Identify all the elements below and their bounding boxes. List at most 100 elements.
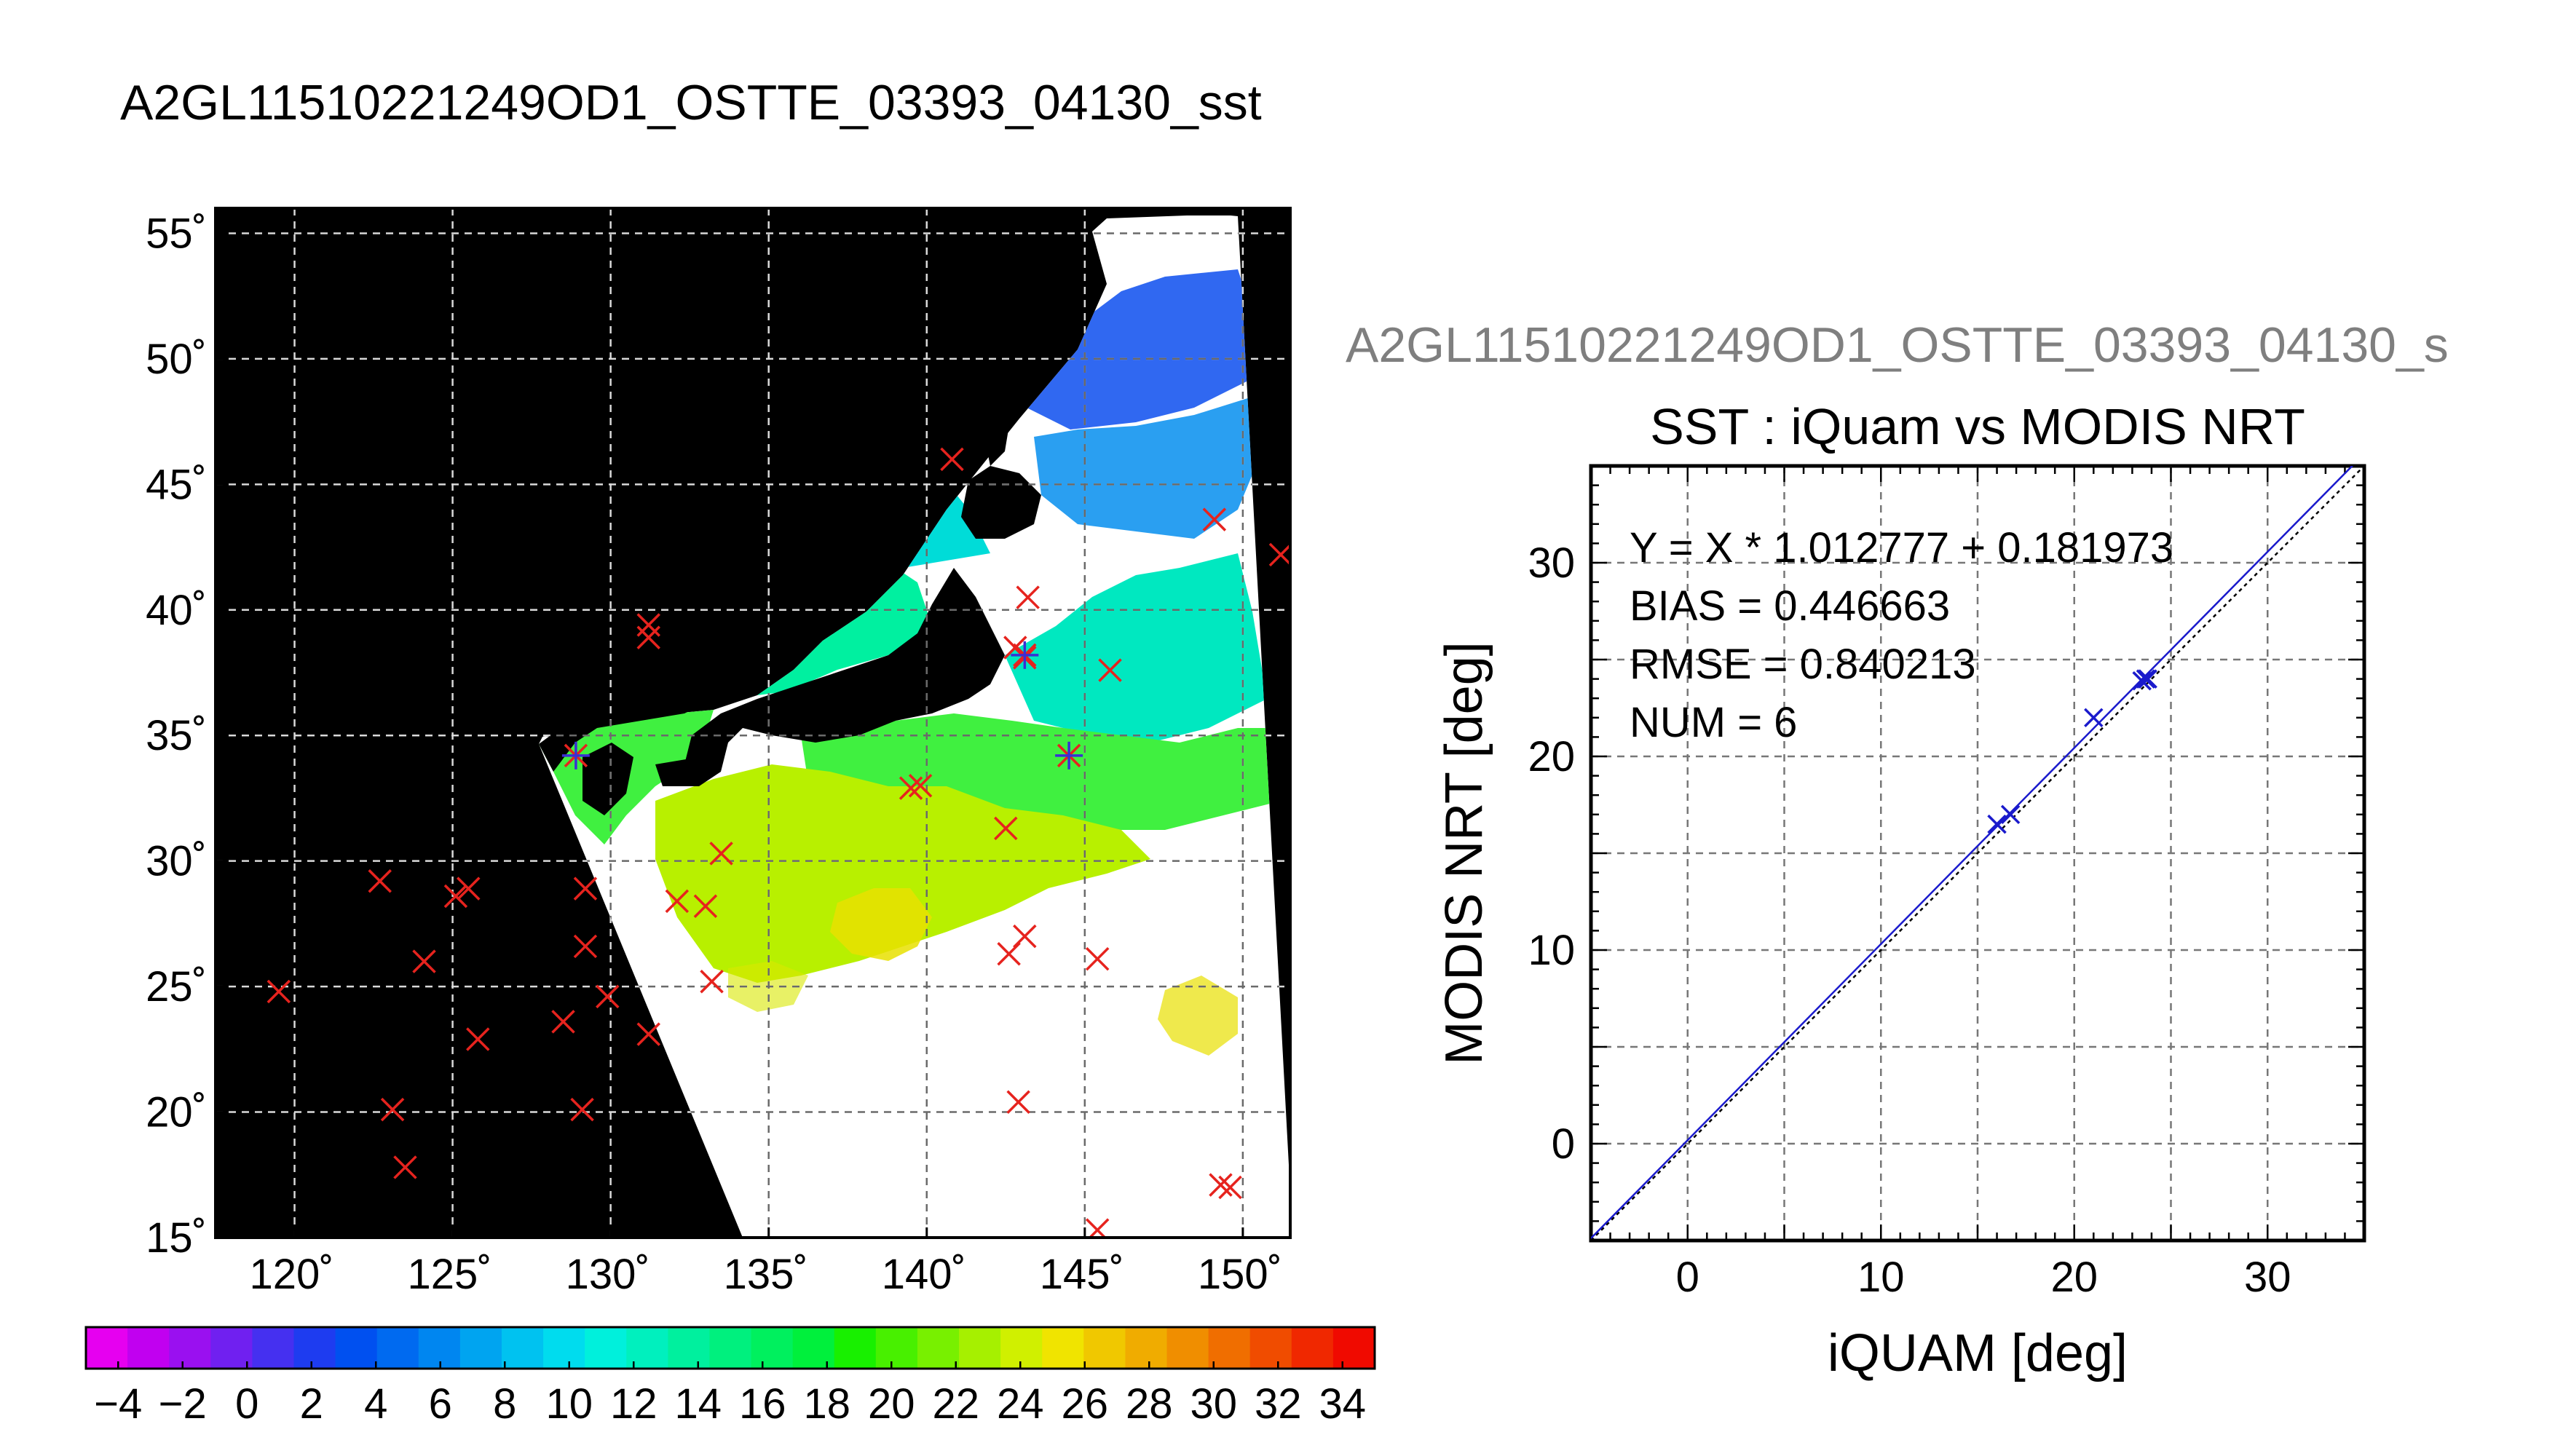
buoy-marker xyxy=(636,625,660,649)
map-frame xyxy=(214,207,1292,1239)
buoy-marker xyxy=(368,869,392,893)
colorbar-segment xyxy=(1208,1327,1251,1369)
colorbar-segment xyxy=(335,1327,378,1369)
colorbar-segment xyxy=(751,1327,794,1369)
map-x-tick-label: 140˚ xyxy=(882,1251,966,1298)
map-y-tick-label: 50˚ xyxy=(146,336,207,383)
buoy-marker xyxy=(1218,1175,1242,1200)
map-x-tick-label: 150˚ xyxy=(1198,1251,1282,1298)
colorbar-segment xyxy=(626,1327,668,1369)
colorbar-segment xyxy=(252,1327,294,1369)
colorbar-segment xyxy=(127,1327,170,1369)
map-y-tick-label: 45˚ xyxy=(146,461,207,508)
page-title: A2GL11510221249OD1_OSTTE_03393_04130_sst xyxy=(120,75,1262,130)
matched-buoy-marker xyxy=(1055,741,1083,769)
colorbar-segment xyxy=(1249,1327,1292,1369)
colorbar-segment xyxy=(1042,1327,1084,1369)
map-x-tick-label: 130˚ xyxy=(566,1251,650,1298)
colorbar-tick-label: 18 xyxy=(803,1380,850,1428)
scatter-point xyxy=(2136,669,2156,689)
colorbar-segment xyxy=(376,1327,419,1369)
x-axis-label: iQUAM [deg] xyxy=(1828,1324,2128,1382)
buoy-marker xyxy=(1016,585,1040,609)
land-sakhalin xyxy=(983,284,1034,466)
map-y-tick-label: 30˚ xyxy=(146,838,207,885)
colorbar-segment xyxy=(169,1327,211,1369)
buoy-marker xyxy=(1085,946,1110,971)
scatter-gridlines xyxy=(1591,466,2364,1241)
buoy-marker xyxy=(908,773,933,798)
colorbar-segment xyxy=(1125,1327,1168,1369)
map-axis-ticks: 120˚ 125˚ 130˚ 135˚ 140˚ 145˚ 150˚ 15˚ 20˚ 25˚ 30˚… xyxy=(146,210,1282,1298)
colorbar-segment xyxy=(459,1327,502,1369)
identity-line xyxy=(1591,466,2364,1241)
land-asia-mainland xyxy=(481,208,947,655)
sst-map: 120˚ 125˚ 130˚ 135˚ 140˚ 145˚ 150˚ 15˚ 20˚ 25˚ 30˚… xyxy=(146,207,1292,1298)
buoy-marker xyxy=(709,842,733,866)
scatter-y-tick-label: 20 xyxy=(1528,733,1575,780)
buoy-marker xyxy=(636,613,660,637)
colorbar-tick-label: 4 xyxy=(364,1380,387,1428)
colorbar-tick-label: 30 xyxy=(1190,1380,1237,1428)
buoy-marker xyxy=(573,934,598,959)
colorbar-segment xyxy=(959,1327,1001,1369)
colorbar-tick-label: 6 xyxy=(429,1380,452,1428)
colorbar-segment xyxy=(1291,1327,1334,1369)
y-axis-label: MODIS NRT [deg] xyxy=(1435,641,1493,1065)
colorbar-tick-label: 12 xyxy=(610,1380,657,1428)
sst-region-pacific-east-north xyxy=(1005,553,1267,743)
colorbar-tick-label: 16 xyxy=(739,1380,786,1428)
colorbar-tick-label: 0 xyxy=(235,1380,258,1428)
colorbar-tick-label: 26 xyxy=(1061,1380,1108,1428)
scatter-title: SST : iQuam vs MODIS NRT xyxy=(1650,398,2305,455)
colorbar: −4 −2 0 2 4 6 8 10 12 14 16 18 20 22 24 26 28 30 32 34 xyxy=(84,1326,1376,1428)
sst-region-pacific-south xyxy=(655,764,1150,983)
colorbar-segment xyxy=(792,1327,835,1369)
regression-line xyxy=(1591,466,2354,1239)
map-y-tick-label: 55˚ xyxy=(146,210,207,257)
colorbar-tick-label: 22 xyxy=(932,1380,979,1428)
sst-region-pacific-southern-patch xyxy=(1158,976,1238,1056)
buoy-marker xyxy=(573,877,598,901)
buoy-marker xyxy=(457,877,481,901)
scatter-plot: SST : iQuam vs MODIS NRT 0 10 20 300102030 … xyxy=(1435,398,2366,1382)
colorbar-tick-label: 32 xyxy=(1255,1380,1302,1428)
scatter-x-tick-label: 10 xyxy=(1857,1254,1905,1301)
colorbar-tick-label: 10 xyxy=(545,1380,593,1428)
colorbar-segment xyxy=(709,1327,752,1369)
colorbar-tick-label: −4 xyxy=(94,1380,142,1428)
sst-region-pacific-southern-patch xyxy=(830,888,932,961)
map-y-tick-label: 15˚ xyxy=(146,1214,207,1262)
map-x-tick-label: 120˚ xyxy=(249,1251,333,1298)
colorbar-segment xyxy=(501,1327,544,1369)
buoy-marker xyxy=(1013,924,1037,949)
scatter-y-tick-label: 10 xyxy=(1528,927,1575,974)
colorbar-segment xyxy=(210,1327,253,1369)
buoy-marker xyxy=(393,1155,417,1179)
land-mask xyxy=(481,208,1041,815)
map-y-tick-label: 35˚ xyxy=(146,712,207,759)
buoy-marker xyxy=(665,889,690,914)
land-japan-honshu xyxy=(684,568,1005,779)
stat-annotation: Y = X * 1.012777 + 0.181973 xyxy=(1630,524,2173,571)
stat-annotation: BIAS = 0.446663 xyxy=(1630,582,1950,630)
buoy-marker xyxy=(1268,542,1290,567)
colorbar-segment xyxy=(1000,1327,1043,1369)
map-x-tick-label: 135˚ xyxy=(724,1251,808,1298)
map-x-tick-label: 145˚ xyxy=(1040,1251,1124,1298)
map-y-tick-label: 40˚ xyxy=(146,587,207,634)
colorbar-segment xyxy=(543,1327,585,1369)
colorbar-segment xyxy=(1166,1327,1209,1369)
buoy-marker xyxy=(596,984,620,1009)
buoy-marker xyxy=(570,1097,594,1122)
matched-buoy-marker xyxy=(561,741,590,769)
buoy-marker xyxy=(443,884,468,909)
colorbar-tick-label: 24 xyxy=(997,1380,1044,1428)
colorbar-segment xyxy=(834,1327,877,1369)
colorbar-tick-label: 8 xyxy=(493,1380,516,1428)
scatter-y-tick-label: 30 xyxy=(1528,539,1575,587)
buoy-marker xyxy=(899,776,923,800)
colorbar-tick-label: 14 xyxy=(674,1380,722,1428)
scatter-point xyxy=(2084,708,2104,728)
